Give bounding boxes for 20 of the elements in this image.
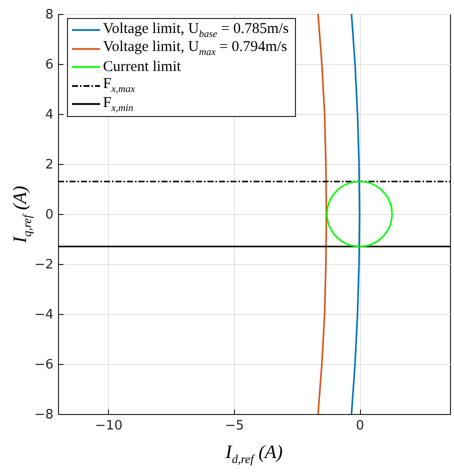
y-tick-label: −2 — [34, 258, 54, 272]
y-tick-label: −4 — [34, 308, 54, 322]
y-tick-label: −6 — [34, 358, 54, 372]
y-tick-label: 2 — [45, 158, 54, 172]
legend-label: Voltage limit, U$_{max}$ = 0.794m/s — [103, 39, 288, 58]
x-tick-label: 0 — [356, 418, 364, 434]
x-tick-label: −5 — [224, 418, 244, 434]
y-tick-label: −8 — [34, 408, 54, 422]
legend-label: Voltage limit, U$_{base}$ = 0.785m/s — [103, 20, 289, 40]
legend-label: F$_{x,min}$ — [103, 94, 134, 114]
line-series — [317, 14, 328, 414]
annotation: Current limit — [103, 58, 181, 76]
y-tick-label: 8 — [45, 8, 54, 22]
y-tick-label: 6 — [45, 58, 54, 72]
y-tick-label: 4 — [45, 108, 54, 122]
line-series — [350, 14, 360, 414]
y-tick-label: 0 — [45, 208, 54, 222]
x-axis-title: I$_{d,ref}$ (A) — [226, 442, 283, 467]
legend-label: F$_{x,max}$ — [103, 76, 135, 96]
x-tick-label: −10 — [95, 418, 122, 434]
